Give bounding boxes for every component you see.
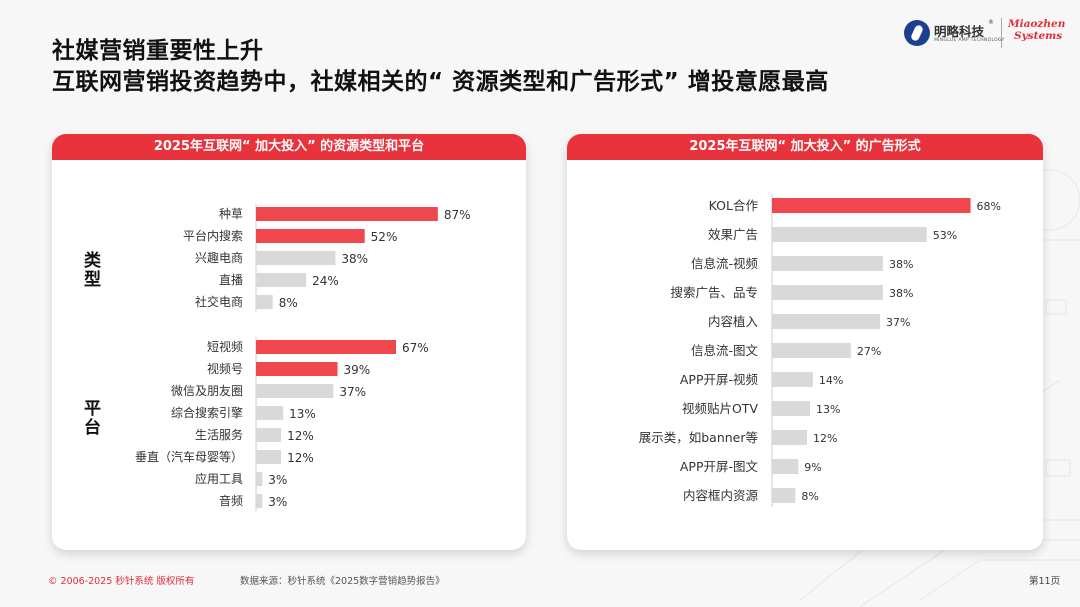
bar: [772, 459, 799, 474]
category-label: 内容植入: [708, 314, 759, 329]
category-label: 生活服务: [195, 427, 243, 442]
miaozhen-logo-line2: Systems: [1014, 30, 1063, 42]
category-label: 音频: [219, 493, 243, 508]
bar: [256, 362, 338, 376]
category-label: 内容框内资源: [683, 488, 759, 503]
bar: [256, 472, 263, 486]
bar: [256, 229, 365, 243]
bar: [256, 207, 438, 221]
value-label: 53%: [933, 229, 957, 242]
minglue-logo-subtext: MINGLUE AMP TECHNOLOGY: [934, 38, 1005, 43]
registered-mark: ®: [988, 19, 994, 26]
resource-platform-chart: 类型 种草 87% 平台内搜索 52% 兴趣电商 38% 直播 24% 社交电商 8% 平台 短视频 67…: [80, 204, 471, 511]
value-label: 3%: [268, 473, 287, 487]
value-label: 68%: [977, 200, 1001, 213]
page-subtitle: 互联网营销投资趋势中，社媒相关的“ 资源类型和广告形式” 增投意愿最高: [52, 69, 829, 95]
category-label: 短视频: [207, 339, 243, 354]
value-label: 3%: [268, 495, 287, 509]
value-label: 12%: [287, 429, 314, 443]
value-label: 37%: [886, 316, 910, 329]
value-label: 12%: [813, 432, 837, 445]
resource-platform-panel-title: 2025年互联网“ 加大投入” 的资源类型和平台: [52, 134, 526, 160]
bar: [256, 494, 263, 508]
bar: [256, 273, 307, 287]
value-label: 37%: [339, 385, 366, 399]
bar: [772, 401, 810, 416]
value-label: 67%: [402, 341, 429, 355]
bar: [256, 340, 397, 354]
category-label: 信息流-图文: [691, 343, 759, 358]
group-label: 平台: [80, 399, 101, 437]
bar: [772, 198, 971, 213]
value-label: 24%: [312, 274, 339, 288]
ad-format-panel-title: 2025年互联网“ 加大投入” 的广告形式: [567, 134, 1043, 160]
bar: [772, 256, 883, 271]
category-label: 效果广告: [708, 227, 758, 242]
value-label: 12%: [287, 451, 314, 465]
resource-platform-panel: 2025年互联网“ 加大投入” 的资源类型和平台 类型 种草 87% 平台内搜索 52%…: [52, 134, 526, 550]
bar: [772, 227, 927, 242]
bar: [772, 314, 881, 329]
bar: [256, 251, 336, 265]
minglue-logo-icon: [904, 20, 930, 46]
value-label: 27%: [857, 345, 881, 358]
bar: [256, 295, 273, 309]
value-label: 38%: [889, 258, 913, 271]
value-label: 9%: [804, 461, 821, 474]
miaozhen-logo-line1: Miaozhen: [1008, 18, 1066, 30]
category-label: 信息流-视频: [691, 256, 759, 271]
brand-logos: 明略科技 ® MINGLUE AMP TECHNOLOGY Miaozhen S…: [900, 16, 1070, 52]
bar: [256, 406, 284, 420]
category-label: 垂直（汽车母婴等）: [135, 449, 243, 464]
category-label: 展示类，如banner等: [639, 430, 758, 445]
data-source-text: 数据来源：秒针系统《2025数字营销趋势报告》: [240, 576, 445, 587]
bar: [256, 450, 282, 464]
bar: [772, 488, 796, 503]
category-label: 应用工具: [195, 471, 243, 486]
page-title: 社媒营销重要性上升: [52, 38, 264, 64]
category-label: 种草: [219, 207, 243, 221]
bar: [772, 372, 813, 387]
category-label: 视频贴片OTV: [682, 401, 758, 416]
category-label: 直播: [219, 273, 243, 287]
value-label: 13%: [816, 403, 840, 416]
category-label: 搜索广告、品专: [670, 285, 758, 300]
value-label: 8%: [801, 490, 818, 503]
copyright-text: © 2006-2025 秒针系统 版权所有: [48, 576, 195, 587]
value-label: 52%: [371, 230, 398, 244]
value-label: 39%: [344, 363, 371, 377]
bar: [256, 384, 334, 398]
bar: [772, 285, 883, 300]
category-label: KOL合作: [709, 198, 759, 213]
category-label: APP开屏-视频: [680, 372, 759, 387]
logo-divider: [1001, 18, 1002, 48]
miaozhen-logo: Miaozhen Systems: [1008, 18, 1068, 42]
value-label: 87%: [444, 208, 471, 222]
value-label: 38%: [341, 252, 368, 266]
value-label: 38%: [889, 287, 913, 300]
category-label: APP开屏-图文: [680, 459, 759, 474]
category-label: 社交电商: [195, 294, 243, 309]
category-label: 平台内搜索: [183, 228, 243, 243]
bar: [256, 428, 282, 442]
value-label: 8%: [279, 296, 298, 310]
category-label: 视频号: [207, 361, 243, 376]
ad-format-panel: 2025年互联网“ 加大投入” 的广告形式 KOL合作 68% 效果广告 53% 信息流…: [567, 134, 1043, 550]
value-label: 13%: [289, 407, 316, 421]
category-label: 综合搜索引擎: [171, 405, 243, 420]
category-label: 兴趣电商: [195, 250, 243, 265]
bar: [772, 430, 808, 445]
value-label: 14%: [819, 374, 843, 387]
group-label: 类型: [80, 250, 101, 289]
bar: [772, 343, 851, 358]
page-number: 第11页: [1029, 576, 1061, 587]
category-label: 微信及朋友圈: [171, 384, 243, 398]
ad-format-chart: KOL合作 68% 效果广告 53% 信息流-视频 38% 搜索广告、品专 38% 内容植入 37…: [639, 194, 1001, 507]
minglue-logo-text: 明略科技: [934, 24, 985, 39]
